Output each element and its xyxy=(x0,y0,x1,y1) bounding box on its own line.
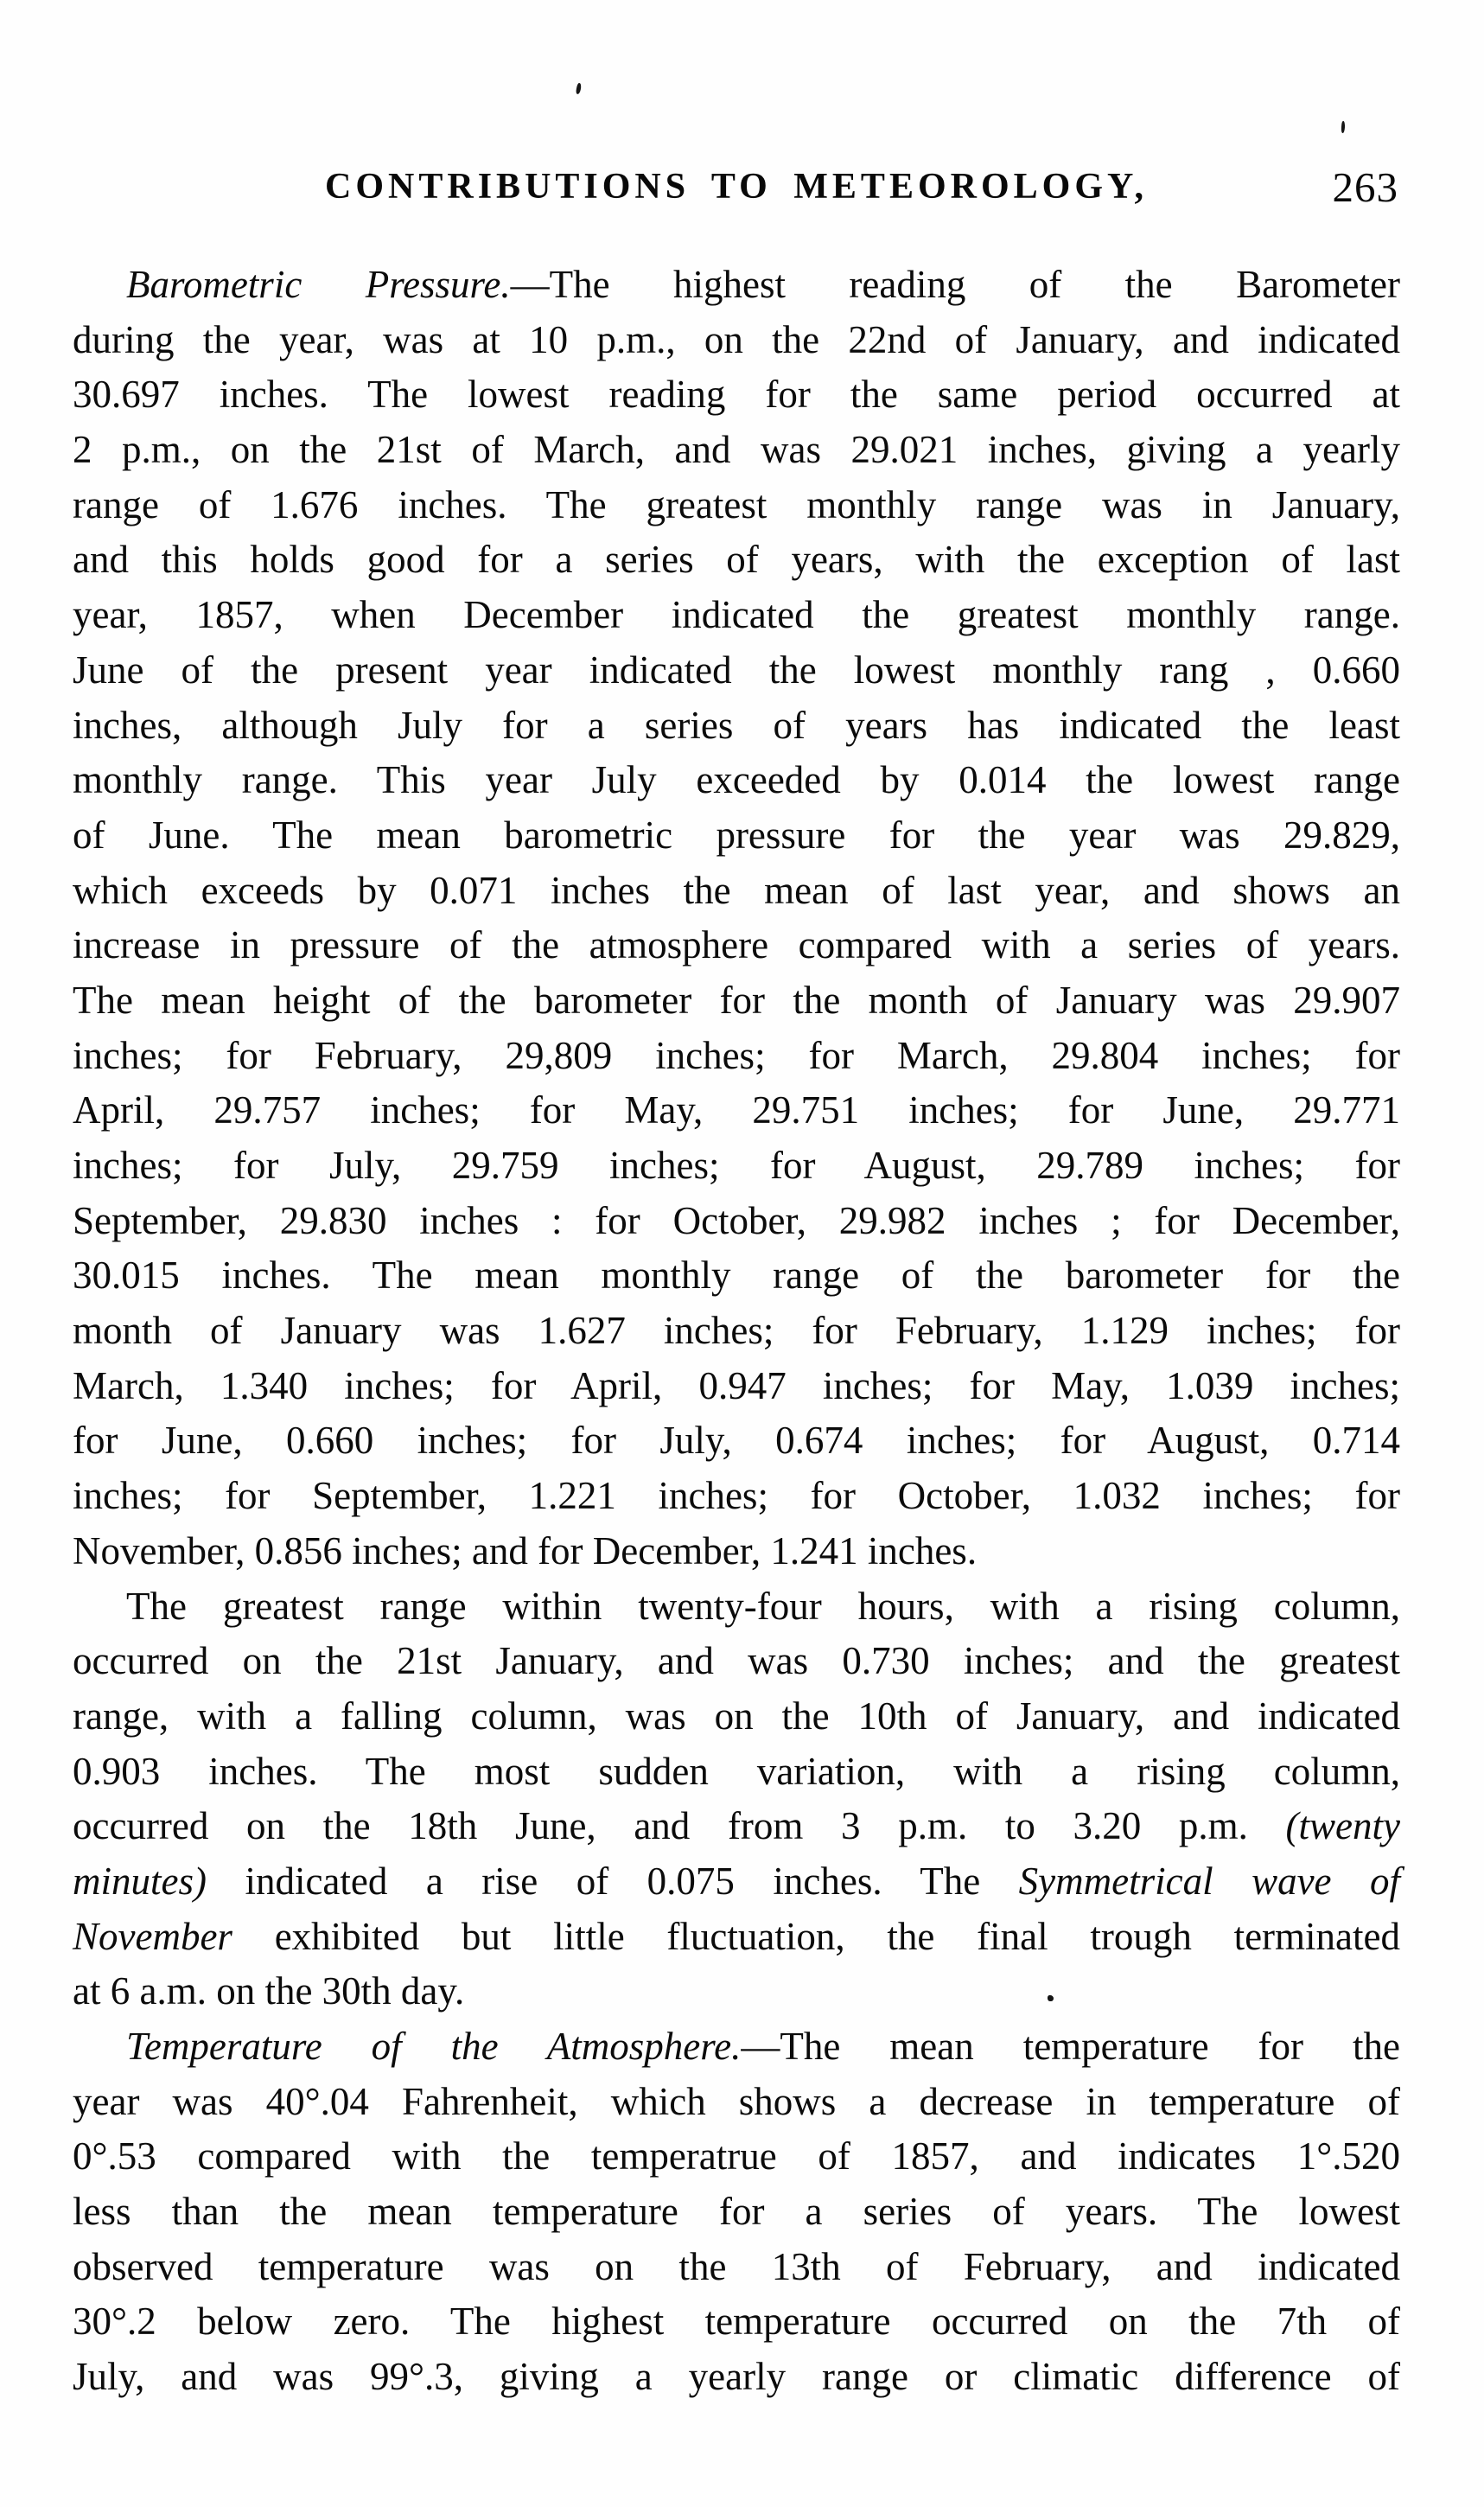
text-run: indicated a rise of 0.075 inches. The xyxy=(206,1859,1019,1903)
italic-text-run: minutes) xyxy=(73,1859,207,1903)
text-line: during the year, was at 10 p.m., on the … xyxy=(73,313,1400,368)
running-title: CONTRIBUTIONS TO METEOROLOGY, xyxy=(325,167,1148,207)
text-line: March, 1.340 inches; for April, 0.947 in… xyxy=(73,1359,1400,1414)
text-line: less than the mean temperature for a ser… xyxy=(73,2185,1400,2240)
text-run: 30.697 inches. The lowest reading for th… xyxy=(73,373,1400,417)
text-run: at 6 a.m. on the 30th day. xyxy=(73,1969,465,2013)
text-run: 0°.53 compared with the temperatrue of 1… xyxy=(73,2134,1400,2178)
ink-speck xyxy=(1341,120,1346,134)
italic-text-run: Symmetrical wave of xyxy=(1018,1859,1400,1903)
text-line: June of the present year indicated the l… xyxy=(73,643,1400,699)
text-line: The mean height of the barometer for the… xyxy=(73,973,1400,1029)
italic-text-run: (twenty xyxy=(1285,1804,1400,1848)
text-run: 30.015 inches. The mean monthly range of… xyxy=(73,1254,1400,1298)
text-line: and this holds good for a series of year… xyxy=(73,533,1400,588)
text-run: monthly range. This year July exceeded b… xyxy=(73,758,1400,802)
text-line: 0°.53 compared with the temperatrue of 1… xyxy=(73,2129,1400,2185)
text-run: July, and was 99°.3, giving a yearly ran… xyxy=(73,2355,1400,2399)
text-line: Barometric Pressure.—The highest reading… xyxy=(73,258,1400,313)
text-run: inches, although July for a series of ye… xyxy=(73,703,1400,747)
text-line: July, and was 99°.3, giving a yearly ran… xyxy=(73,2350,1400,2405)
text-line: range, with a falling column, was on the… xyxy=(73,1689,1400,1745)
text-run: 0.903 inches. The most sudden variation,… xyxy=(73,1749,1400,1793)
text-line: inches; for September, 1.221 inches; for… xyxy=(73,1469,1400,1524)
page-header: CONTRIBUTIONS TO METEOROLOGY, 263 xyxy=(73,163,1400,218)
text-run: year, 1857, when December indicated the … xyxy=(73,593,1400,637)
text-run: occurred on the 21st January, and was 0.… xyxy=(73,1639,1400,1683)
text-run: range, with a falling column, was on the… xyxy=(73,1694,1400,1738)
body-text: Barometric Pressure.—The highest reading… xyxy=(73,258,1400,2405)
text-line: Temperature of the Atmosphere.—The mean … xyxy=(73,2019,1400,2075)
text-run: month of January was 1.627 inches; for F… xyxy=(73,1309,1400,1353)
text-run: The mean height of the barometer for the… xyxy=(73,978,1400,1022)
text-line: at 6 a.m. on the 30th day. xyxy=(73,1964,1400,2019)
text-run: September, 29.830 inches : for October, … xyxy=(73,1198,1400,1242)
text-run: range of 1.676 inches. The greatest mont… xyxy=(73,482,1400,526)
text-line: inches; for July, 29.759 inches; for Aug… xyxy=(73,1139,1400,1194)
text-line: 30°.2 below zero. The highest temperatur… xyxy=(73,2294,1400,2350)
text-line: increase in pressure of the atmosphere c… xyxy=(73,918,1400,973)
text-run: of June. The mean barometric pressure fo… xyxy=(73,813,1400,857)
text-run: observed temperature was on the 13th of … xyxy=(73,2244,1400,2288)
ink-speck xyxy=(575,82,583,95)
text-run: less than the mean temperature for a ser… xyxy=(73,2190,1400,2234)
text-line: year was 40°.04 Fahrenheit, which shows … xyxy=(73,2075,1400,2130)
text-run: The greatest range within twenty-four ho… xyxy=(126,1584,1400,1628)
text-line: observed temperature was on the 13th of … xyxy=(73,2240,1400,2295)
text-run: 2 p.m., on the 21st of March, and was 29… xyxy=(73,428,1400,472)
text-line: The greatest range within twenty-four ho… xyxy=(73,1579,1400,1635)
text-run: March, 1.340 inches; for April, 0.947 in… xyxy=(73,1363,1400,1407)
text-run: —The mean temperature for the xyxy=(741,2025,1400,2068)
text-run: November, 0.856 inches; and for December… xyxy=(73,1528,978,1572)
text-run: occurred on the 18th June, and from 3 p.… xyxy=(73,1804,1286,1848)
text-line: 0.903 inches. The most sudden variation,… xyxy=(73,1745,1400,1800)
text-run: 30°.2 below zero. The highest temperatur… xyxy=(73,2300,1400,2344)
text-run: April, 29.757 inches; for May, 29.751 in… xyxy=(73,1088,1400,1132)
text-run: inches; for September, 1.221 inches; for… xyxy=(73,1474,1400,1518)
text-run: year was 40°.04 Fahrenheit, which shows … xyxy=(73,2079,1400,2123)
text-line: year, 1857, when December indicated the … xyxy=(73,588,1400,643)
text-line: of June. The mean barometric pressure fo… xyxy=(73,808,1400,864)
text-line: November exhibited but little fluctuatio… xyxy=(73,1910,1400,1965)
text-line: inches; for February, 29,809 inches; for… xyxy=(73,1029,1400,1084)
text-run: and this holds good for a series of year… xyxy=(73,538,1400,582)
text-line: inches, although July for a series of ye… xyxy=(73,699,1400,754)
text-line: occurred on the 18th June, and from 3 p.… xyxy=(73,1799,1400,1854)
text-line: occurred on the 21st January, and was 0.… xyxy=(73,1634,1400,1689)
text-run: —The highest reading of the Barometer xyxy=(510,263,1400,306)
text-run: inches; for July, 29.759 inches; for Aug… xyxy=(73,1144,1400,1187)
text-line: for June, 0.660 inches; for July, 0.674 … xyxy=(73,1413,1400,1469)
text-run: inches; for February, 29,809 inches; for… xyxy=(73,1033,1400,1077)
text-line: 2 p.m., on the 21st of March, and was 29… xyxy=(73,423,1400,478)
text-run: which exceeds by 0.071 inches the mean o… xyxy=(73,868,1400,912)
text-line: April, 29.757 inches; for May, 29.751 in… xyxy=(73,1083,1400,1139)
text-run: for June, 0.660 inches; for July, 0.674 … xyxy=(73,1419,1400,1463)
italic-text-run: November xyxy=(73,1914,232,1958)
text-line: September, 29.830 inches : for October, … xyxy=(73,1194,1400,1249)
text-run: during the year, was at 10 p.m., on the … xyxy=(73,317,1400,361)
ink-speck xyxy=(1048,1995,1054,2001)
text-run: exhibited but little fluctuation, the fi… xyxy=(232,1914,1400,1958)
text-line: minutes) indicated a rise of 0.075 inche… xyxy=(73,1854,1400,1910)
italic-text-run: Temperature of the Atmosphere. xyxy=(126,2025,742,2068)
text-line: range of 1.676 inches. The greatest mont… xyxy=(73,478,1400,533)
text-run: increase in pressure of the atmosphere c… xyxy=(73,923,1400,967)
text-line: 30.697 inches. The lowest reading for th… xyxy=(73,367,1400,423)
text-run: June of the present year indicated the l… xyxy=(73,647,1400,692)
page-number: 263 xyxy=(1332,163,1398,211)
text-line: monthly range. This year July exceeded b… xyxy=(73,753,1400,808)
text-line: November, 0.856 inches; and for December… xyxy=(73,1524,1400,1579)
text-line: which exceeds by 0.071 inches the mean o… xyxy=(73,864,1400,919)
text-line: month of January was 1.627 inches; for F… xyxy=(73,1304,1400,1359)
italic-text-run: Barometric Pressure. xyxy=(126,263,511,306)
text-line: 30.015 inches. The mean monthly range of… xyxy=(73,1248,1400,1304)
